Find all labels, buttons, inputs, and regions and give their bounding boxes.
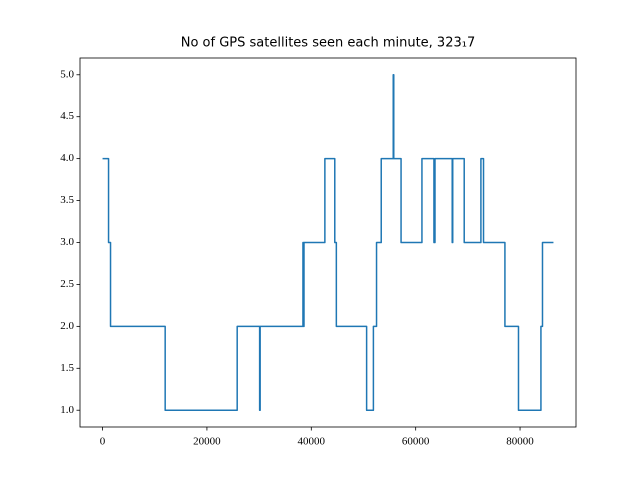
x-tick-label: 20000 [193, 436, 221, 448]
x-tick-label: 80000 [506, 436, 534, 448]
chart-title: No of GPS satellites seen each minute, 3… [181, 36, 475, 51]
y-tick-label: 1.5 [60, 362, 74, 374]
y-tick-label: 5.0 [60, 68, 74, 80]
y-tick-label: 4.0 [60, 152, 74, 164]
y-tick-label: 3.5 [60, 194, 74, 206]
y-tick-label: 4.5 [60, 110, 74, 122]
y-tick-label: 2.5 [60, 278, 74, 290]
plot-frame [79, 57, 577, 428]
y-tick-label: 3.0 [60, 236, 74, 248]
x-tick-label: 40000 [298, 436, 326, 448]
x-tick-label: 60000 [402, 436, 430, 448]
y-tick-label: 2.0 [60, 320, 74, 332]
y-tick-label: 1.0 [60, 404, 74, 416]
x-tick-label: 0 [100, 436, 106, 448]
data-line [102, 74, 554, 411]
